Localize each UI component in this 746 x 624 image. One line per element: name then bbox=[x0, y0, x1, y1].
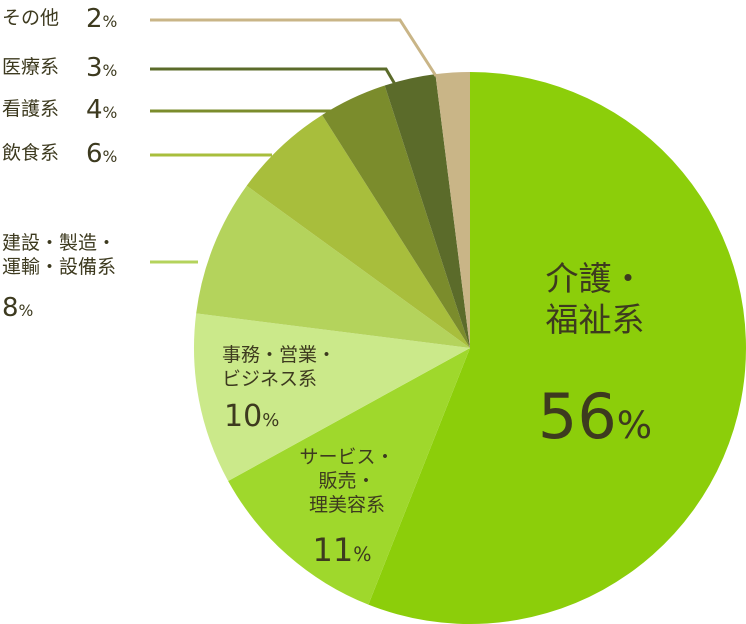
slice-label: 看護系 bbox=[2, 98, 60, 120]
pie-slice bbox=[228, 348, 470, 605]
pie-slice bbox=[368, 72, 746, 624]
slice-value: 6% bbox=[86, 139, 118, 169]
leader-line bbox=[150, 18, 438, 77]
slice-value: 2% bbox=[86, 4, 118, 34]
pie-slice bbox=[196, 185, 471, 348]
pie-slice bbox=[246, 114, 470, 349]
slice-value: 11% bbox=[312, 531, 372, 569]
slice-value: 56% bbox=[537, 380, 653, 453]
pie-slice bbox=[384, 74, 470, 349]
slice-value: 3% bbox=[86, 53, 118, 83]
slice-value: 4% bbox=[86, 95, 118, 125]
slice-label: 介護・ 福祉系 bbox=[545, 259, 645, 340]
slice-label: 医療系 bbox=[2, 56, 60, 78]
slice-label: 飲食系 bbox=[2, 142, 60, 164]
slice-label: 事務・営業・ ビジネス系 bbox=[222, 344, 337, 390]
slice-value: 10% bbox=[224, 399, 280, 434]
pie-slice bbox=[193, 313, 470, 481]
slice-value: 8% bbox=[2, 293, 34, 323]
pie-slice bbox=[435, 72, 470, 348]
slice-label: その他 bbox=[2, 7, 60, 29]
leader-line bbox=[150, 67, 398, 87]
slice-label: 建設・製造・ 運輸・設備系 bbox=[2, 232, 117, 278]
pie-slice bbox=[322, 85, 470, 349]
slice-label: サービス・ 販売・ 理美容系 bbox=[299, 446, 395, 516]
